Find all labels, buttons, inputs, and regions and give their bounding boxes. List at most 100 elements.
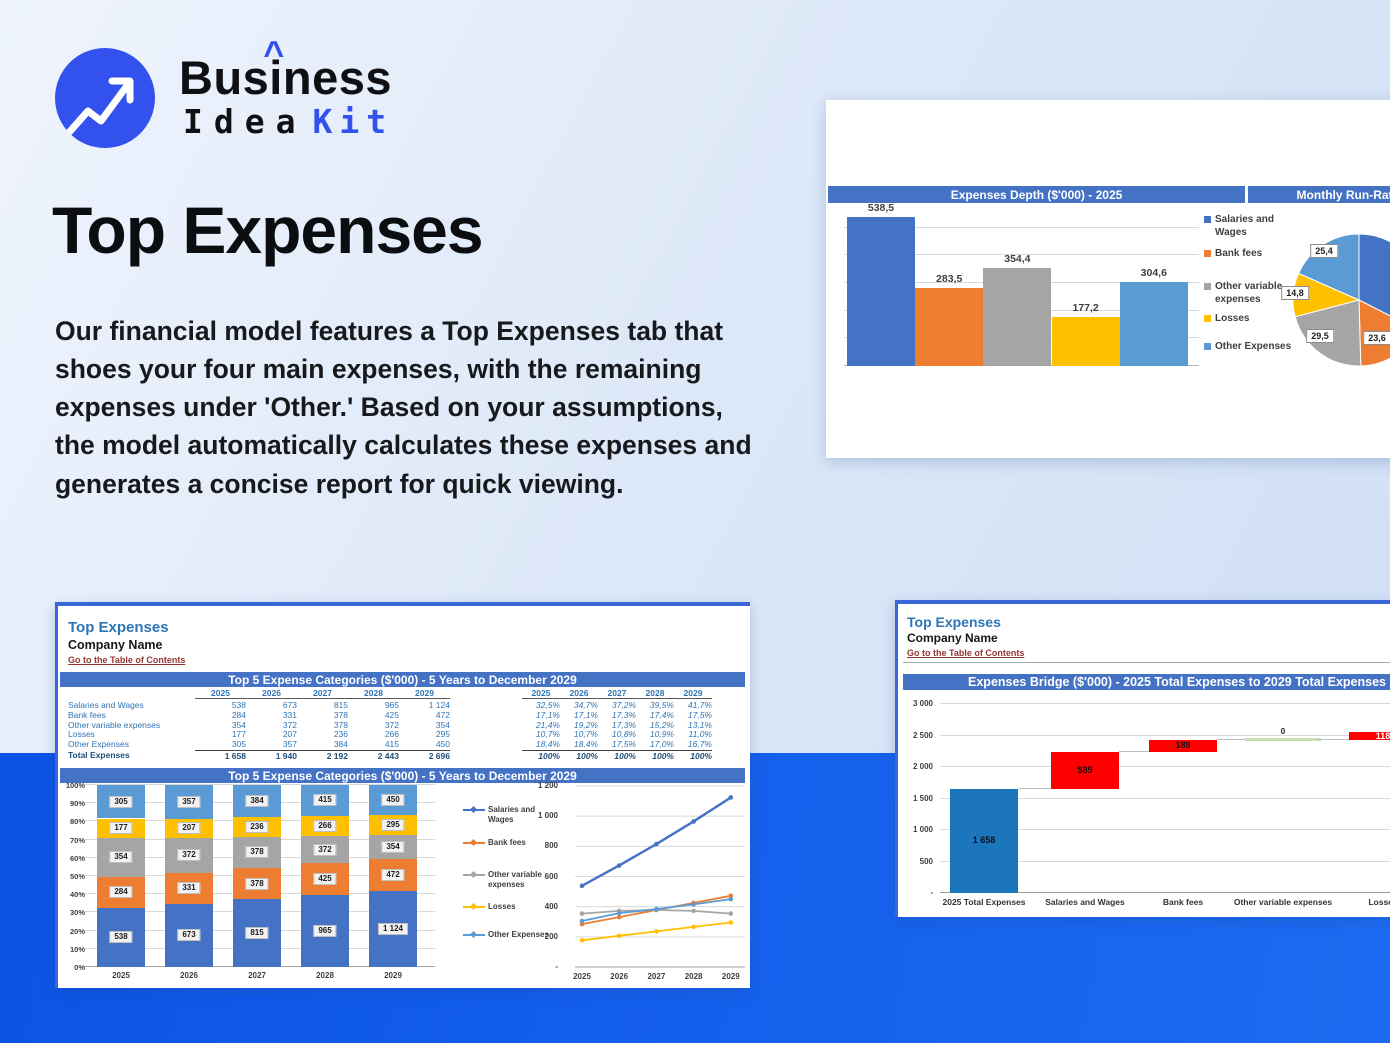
table-cell: 372 <box>384 719 399 730</box>
depth-bar-label: 283,5 <box>936 272 963 285</box>
sheet-left-border <box>895 600 898 917</box>
expenses-depth-header: Expenses Depth ($'000) - 2025 <box>828 186 1245 203</box>
legend-item: Other variable expenses <box>463 870 551 890</box>
sheet-title: Top Expenses <box>68 619 169 636</box>
x-tick-label: 2026 <box>180 971 198 980</box>
data-point-marker <box>616 914 622 920</box>
x-tick-label: Losses <box>1368 897 1390 907</box>
chart-header-row: Expenses Depth ($'000) - 2025 Monthly Ru… <box>828 186 1390 203</box>
table-cell: 236 <box>333 729 348 740</box>
connector-line <box>1018 787 1051 789</box>
legend-label: Other Expenses <box>488 930 549 939</box>
legend-item: Salaries and Wages <box>1204 214 1298 239</box>
segment-label: 207 <box>177 822 201 835</box>
table-cell: 266 <box>384 729 399 740</box>
table-cell: 17,3% <box>611 709 636 720</box>
table-cell: 17,3% <box>611 719 636 730</box>
y-tick-label: 1 000 <box>537 811 558 821</box>
legend-item: Other Expenses <box>463 930 551 940</box>
accent-caret: ^ <box>263 33 285 74</box>
x-tick-label: 2028 <box>684 972 703 981</box>
stacked-bar-chart: 538 284 354 177 305 673 331 372 207 357 815 378 378 2… <box>83 784 435 967</box>
depth-bar <box>1051 316 1120 366</box>
segment-label: 965 <box>313 925 337 938</box>
table-cell: 10,7% <box>573 729 598 740</box>
table-cell: 2027 <box>313 687 332 698</box>
y-tick-label: 40% <box>69 890 85 900</box>
sheet-left-border <box>55 602 58 988</box>
table-cell: 19,2% <box>573 719 598 730</box>
table-cell: 32,5% <box>535 699 560 710</box>
x-tick-label: 2025 Total Expenses <box>942 897 1026 907</box>
y-tick-label: - <box>930 888 933 897</box>
legend-marker-dot <box>469 930 478 939</box>
table-cell: 815 <box>333 699 348 710</box>
legend-label: Other Expenses <box>1215 341 1292 352</box>
y-tick-label: 500 <box>919 856 933 866</box>
y-tick-label: - <box>555 962 558 971</box>
legend-item: Bank fees <box>1204 248 1298 261</box>
table-cell: 2 443 <box>377 750 399 761</box>
segment-label: 378 <box>245 846 269 859</box>
segment-label: 357 <box>177 795 201 808</box>
table-cell: 17,1% <box>535 709 560 720</box>
table-of-contents-link[interactable]: Go to the Table of Contents <box>907 648 1025 658</box>
segment-label: 450 <box>381 794 405 807</box>
legend-marker <box>1204 343 1211 350</box>
row-label: Salaries and Wages <box>68 699 144 710</box>
legend-item: Salaries and Wages <box>463 805 551 825</box>
expenses-depth-card: Expenses Depth ($'000) - 2025 Monthly Ru… <box>826 100 1390 458</box>
data-point-marker <box>728 896 734 902</box>
data-point-marker <box>579 918 585 924</box>
connector-line <box>1119 750 1149 752</box>
table-cell: 965 <box>384 699 399 710</box>
monthly-run-rate-header: Monthly Run-Rate ($'000) - 2025 <box>1248 186 1390 203</box>
table-cell: 41,7% <box>687 699 712 710</box>
legend-item: Other variable expenses <box>1204 281 1298 306</box>
bridge-header-bar: Expenses Bridge ($'000) - 2025 Total Exp… <box>903 674 1390 690</box>
data-point-marker <box>691 924 696 930</box>
segment-label: 472 <box>381 869 405 882</box>
table-cell: 17,5% <box>611 739 636 750</box>
table-cell: 1 940 <box>275 750 297 761</box>
trend-arrow-icon <box>55 48 155 148</box>
data-point-marker <box>579 921 585 927</box>
table-of-contents-link[interactable]: Go to the Table of Contents <box>68 655 186 665</box>
segment-label: 1 124 <box>377 923 409 936</box>
expenses-bridge-sheet-card: Top Expenses Company Name Go to the Tabl… <box>895 600 1390 917</box>
gridline <box>940 703 1390 704</box>
table-cell: 10,9% <box>649 729 674 740</box>
segment-label: 815 <box>245 927 269 940</box>
pie-label: 25,4 <box>1310 244 1338 258</box>
legend-marker <box>463 805 485 814</box>
y-tick-label: 60% <box>69 853 85 863</box>
legend-label: Bank fees <box>488 838 526 847</box>
waterfall-bar <box>1051 751 1119 789</box>
table-cell: 2 696 <box>428 750 450 761</box>
data-point-marker <box>616 863 622 868</box>
connector-line <box>1217 738 1249 740</box>
y-tick-label: 1 500 <box>912 793 933 803</box>
segment-label: 236 <box>245 820 269 833</box>
data-point-marker <box>691 908 696 914</box>
y-tick-label: 1 000 <box>912 825 933 834</box>
table-cell: 177 <box>231 729 246 740</box>
table-cell: 472 <box>435 709 450 720</box>
gridline <box>844 254 1199 256</box>
table-cell: 2 192 <box>326 750 348 761</box>
legend-marker-dot <box>469 870 478 879</box>
segment-label: 372 <box>177 849 201 862</box>
table-cell: 10,7% <box>535 729 560 740</box>
table-cell: 295 <box>435 729 450 740</box>
sheet-top-border <box>55 602 750 606</box>
x-tick-label: 2025 <box>573 972 591 981</box>
total-row-label: Total Expenses <box>68 750 130 761</box>
x-tick-label: 2029 <box>721 972 740 981</box>
x-tick-label: Bank fees <box>1162 897 1204 907</box>
gridline <box>844 226 1199 228</box>
table-cell: 100% <box>614 750 636 761</box>
data-point-marker <box>728 795 734 800</box>
table-cell: 2028 <box>645 687 665 698</box>
table-cell: 10,8% <box>611 729 636 740</box>
depth-bar-label: 354,4 <box>1004 252 1031 265</box>
